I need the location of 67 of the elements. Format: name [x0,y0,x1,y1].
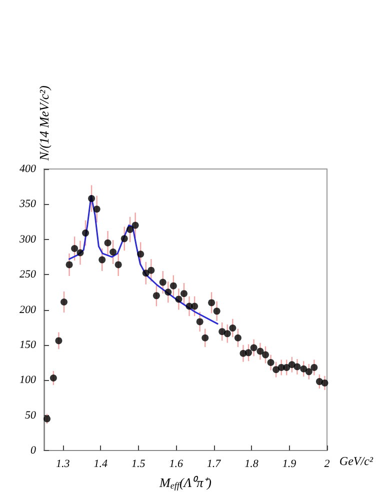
point [126,226,134,234]
y-tick-label: 50 [25,409,36,422]
x-tick-label: 1.9 [282,458,297,470]
point [272,366,280,374]
point [300,365,308,372]
point [137,250,144,258]
point [60,298,68,306]
point [164,288,172,296]
point [159,278,166,286]
point [120,235,128,242]
point [250,344,258,352]
x-tick-label: 2 [324,458,330,470]
x-tick-label: 1.4 [94,458,108,470]
point [142,270,150,277]
y-tick-label: 250 [20,268,36,281]
point [245,349,252,356]
point [76,249,84,256]
point [66,261,73,268]
point [310,364,318,371]
point [180,290,188,298]
y-tick-label: 0 [30,444,36,456]
point [55,337,62,344]
point [71,245,78,252]
point [267,359,274,366]
point [283,364,290,371]
point [305,368,312,376]
y-tick-label: 100 [20,374,36,386]
y-tick-label: 150 [20,338,36,351]
point [288,361,296,368]
point [88,195,96,202]
x-tick-label: 1.3 [56,458,70,470]
point [82,230,90,237]
point [321,379,328,386]
point [44,415,51,422]
y-tick-label: 350 [18,198,36,210]
x-tick-label: 1.8 [244,458,259,470]
x-tick-label: 1.6 [169,458,184,470]
point [170,282,177,290]
y-tick-label: 400 [20,163,36,175]
point [148,266,155,274]
point [191,302,198,310]
point [229,324,236,332]
point [202,334,209,342]
point [256,348,264,355]
point [196,318,204,326]
point [104,239,112,246]
point [294,363,301,370]
point [234,334,242,342]
point [213,308,220,315]
y-axis-title: N/(14 MeV/c²) [36,86,52,162]
point [50,374,57,382]
point [98,256,106,264]
point [218,328,226,336]
x-tick-label: 1.7 [206,458,222,470]
point [175,296,182,303]
point [262,351,269,358]
point [224,330,231,338]
point [110,248,117,256]
point [132,222,139,229]
y-tick-label: 200 [20,304,36,316]
point [208,299,216,306]
point [93,206,100,213]
point [152,292,160,300]
y-tick-label: 300 [18,233,36,246]
point [114,261,122,268]
x-tick-label: 1.5 [131,458,146,470]
text: GeV/c² [339,454,374,468]
